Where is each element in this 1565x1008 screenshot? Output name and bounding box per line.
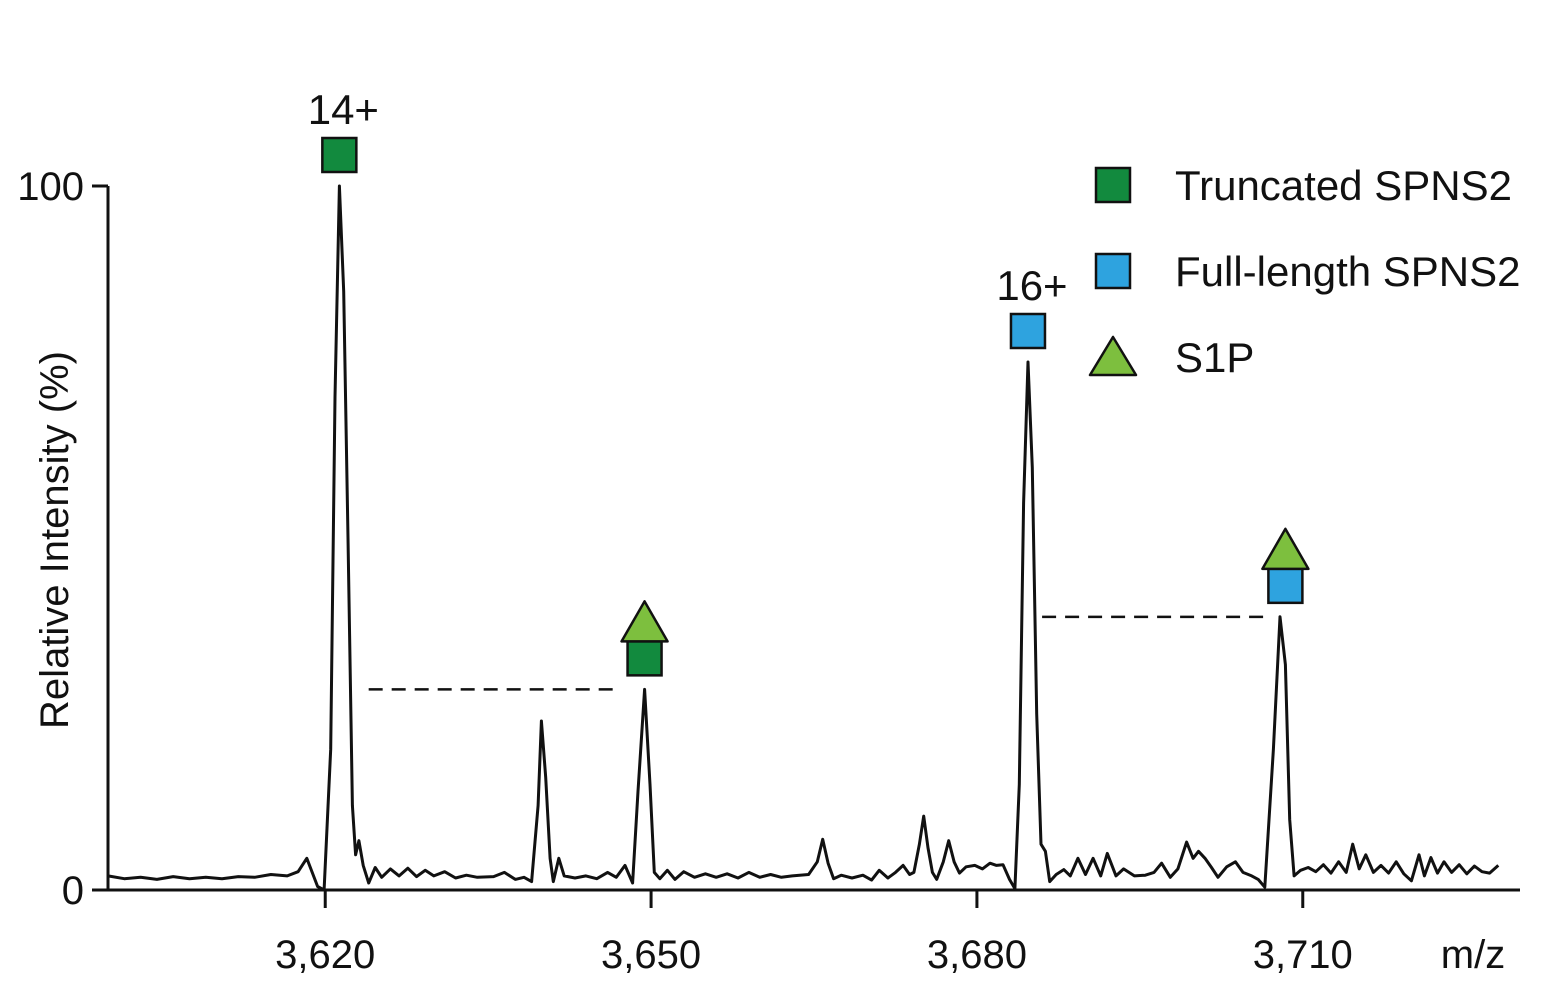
legend: Truncated SPNS2 Full-length SPNS2 S1P	[1088, 162, 1521, 381]
legend-label-2: S1P	[1175, 334, 1254, 381]
spectrum-trace	[107, 184, 1500, 892]
legend-label-0: Truncated SPNS2	[1175, 162, 1512, 209]
spectrum-line-0	[107, 184, 1500, 892]
legend-marker-0	[1094, 166, 1132, 204]
peak-3-triangle-s1p-marker	[1261, 527, 1310, 571]
peak-0-square-truncated-marker	[321, 136, 358, 174]
peak-1-square-truncated-marker	[626, 640, 663, 677]
x-tick-label-1: 3,650	[601, 933, 701, 977]
peak-2-square-full-marker	[1009, 312, 1047, 350]
peak-charge-label-2: 16+	[996, 262, 1067, 309]
y-tick-label-0: 0	[62, 869, 84, 913]
x-axis-label: m/z	[1441, 933, 1505, 977]
ticks: 3,620 3,650 3,680 3,710 0 100	[17, 165, 1353, 977]
peak-3-square-full-marker	[1267, 567, 1304, 605]
peak-annotations: 14+ 16+	[308, 86, 1310, 677]
peak-1-triangle-s1p-marker	[620, 600, 669, 643]
x-tick-label-2: 3,680	[927, 933, 1027, 977]
dashed-connectors	[368, 615, 1265, 691]
axes	[106, 186, 1520, 892]
legend-marker-2	[1088, 335, 1138, 377]
y-tick-label-1: 100	[17, 165, 84, 209]
x-tick-label-0: 3,620	[275, 933, 375, 977]
x-tick-label-3: 3,710	[1253, 933, 1353, 977]
legend-label-1: Full-length SPNS2	[1175, 248, 1521, 295]
legend-marker-1	[1094, 252, 1132, 290]
y-axis-label: Relative Intensity (%)	[33, 351, 77, 729]
peak-charge-label-0: 14+	[308, 86, 379, 133]
